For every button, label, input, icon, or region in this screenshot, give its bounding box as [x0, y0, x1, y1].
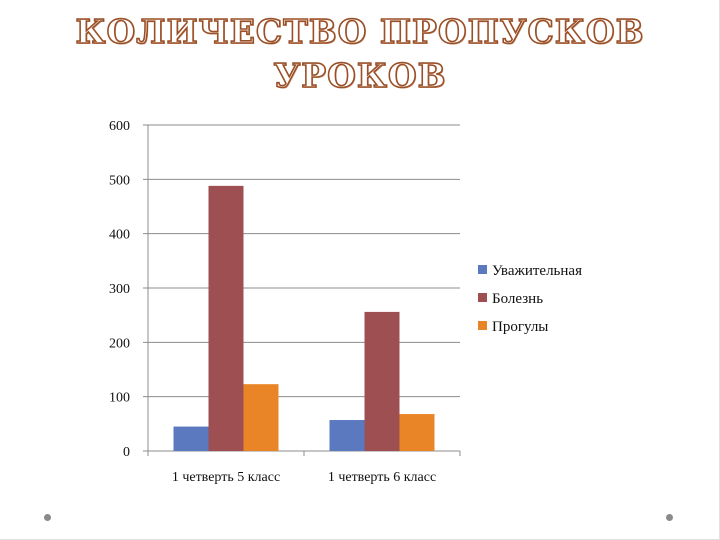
legend-label-2: Болезнь [492, 291, 543, 307]
x-tick-label-1: 1 четверть 5 класс [172, 470, 280, 485]
y-tick-label-500: 500 [109, 173, 130, 188]
x-tick-label-2: 1 четверть 6 класс [328, 470, 436, 485]
y-tick-label-0: 0 [123, 445, 130, 460]
y-tick-label-100: 100 [109, 391, 130, 406]
y-tick-label-200: 200 [109, 336, 130, 351]
left-bullet-dot [44, 514, 51, 521]
legend-label-3: Прогулы [492, 319, 548, 335]
title-line-2: УРОКОВ [273, 55, 447, 96]
right-bullet-dot [666, 514, 673, 521]
legend-swatch-1 [478, 265, 487, 274]
chart-title: КОЛИЧЕСТВО ПРОПУСКОВ УРОКОВ [60, 10, 660, 98]
y-tick-label-600: 600 [109, 119, 130, 134]
bar-3-1 [243, 384, 279, 451]
title-line-1: КОЛИЧЕСТВО ПРОПУСКОВ [75, 11, 645, 52]
bar-3-2 [399, 414, 435, 451]
bar-1-2 [329, 420, 365, 451]
legend-swatch-2 [478, 293, 487, 302]
bar-2-2 [364, 311, 400, 451]
y-tick-label-400: 400 [109, 228, 130, 243]
bar-1-1 [173, 426, 209, 451]
bar-2-1 [208, 185, 244, 451]
legend-label-1: Уважительная [492, 263, 582, 279]
y-tick-label-300: 300 [109, 282, 130, 297]
legend-swatch-3 [478, 321, 487, 330]
